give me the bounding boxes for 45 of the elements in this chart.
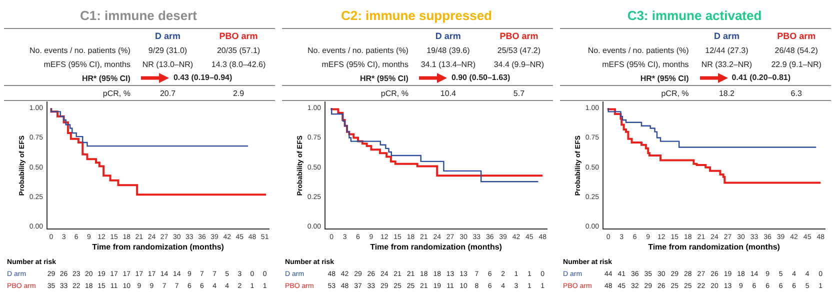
text: D arm (154, 30, 182, 43)
text: 34.1 (13.4–NR) (420, 58, 477, 71)
text: NR (33.2–NR) (700, 58, 754, 71)
text: 19/48 (39.6) (426, 44, 471, 57)
chart-title: C2: immune suppressed (340, 8, 493, 23)
text: mEFS (95% CI), months (601, 58, 690, 71)
text: D arm (712, 30, 740, 43)
text: No. events / no. patients (%) (28, 44, 132, 57)
text: pCR, % (660, 88, 690, 100)
text: 0.41 (0.20–0.81) (732, 73, 791, 82)
text: HR* (95% CI) (358, 72, 410, 85)
chart-title: C1: immune desert (78, 8, 198, 23)
x-axis-title: Time from randomization (months) (370, 242, 502, 252)
text: 0.43 (0.19–0.94) (173, 73, 232, 82)
text: 20.7 (158, 88, 177, 100)
text: 9/29 (31.0) (147, 44, 188, 57)
text: HR* (95% CI) (639, 72, 690, 85)
text: 22.9 (9.1–NR) (770, 58, 822, 71)
text: 20/35 (57.1) (216, 44, 262, 57)
text: 5.7 (512, 88, 526, 100)
text: 18.2 (718, 88, 736, 100)
text: 10.4 (439, 88, 457, 100)
text: 2.9 (232, 88, 246, 100)
text: HR* (95% CI) (80, 72, 132, 85)
text: 6.3 (790, 88, 803, 100)
chart-title: C3: immune activated (626, 8, 763, 23)
text: 26/48 (54.2) (774, 44, 819, 57)
text: PBO arm (498, 30, 540, 43)
text: 0.90 (0.50–1.63) (451, 73, 510, 82)
text: mEFS (95% CI), months (320, 58, 410, 71)
text: pCR, % (380, 88, 410, 100)
text: 25/53 (47.2) (496, 44, 542, 57)
text: 14.3 (8.0–42.6) (210, 58, 267, 71)
x-axis-title: Time from randomization (months) (648, 242, 780, 252)
text: D arm (434, 30, 462, 43)
x-axis-title: Time from randomization (months) (92, 242, 224, 252)
text: mEFS (95% CI), months (42, 58, 132, 71)
text: 34.4 (9.9–NR) (492, 58, 546, 71)
text: PBO arm (777, 31, 816, 41)
text: No. events / no. patients (%) (306, 44, 410, 57)
text: pCR, % (102, 88, 132, 100)
text: PBO arm (219, 31, 258, 41)
text: No. events / no. patients (%) (586, 44, 690, 57)
text: NR (13.0–NR) (141, 58, 194, 71)
text: 12/44 (27.3) (704, 44, 750, 57)
